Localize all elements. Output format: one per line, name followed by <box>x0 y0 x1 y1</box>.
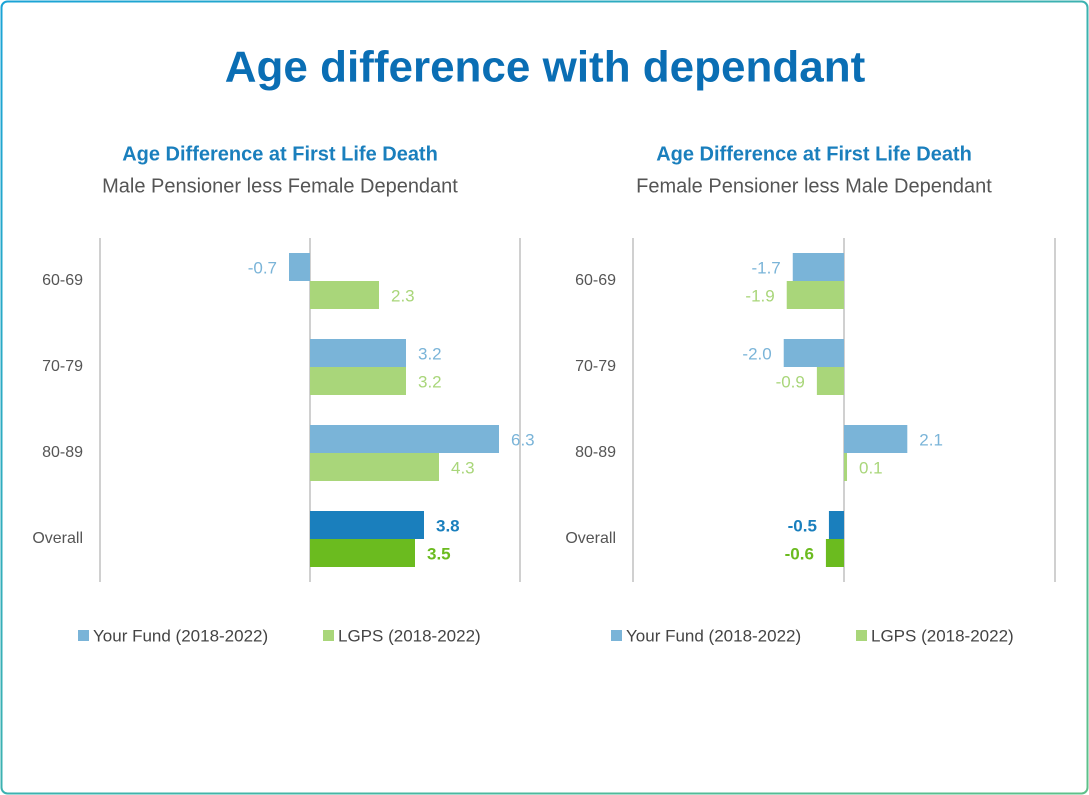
bar <box>816 367 844 395</box>
legend-swatch <box>78 630 89 641</box>
legend-label: LGPS (2018-2022) <box>338 626 481 645</box>
legend-swatch <box>611 630 622 641</box>
category-label: Overall <box>565 530 616 547</box>
category-label: 70-79 <box>42 358 83 375</box>
legend-label: Your Fund (2018-2022) <box>93 626 268 645</box>
chart-title: Age Difference at First Life Death <box>656 143 972 165</box>
bar <box>310 339 406 367</box>
value-label: 6.3 <box>511 430 535 449</box>
value-label: -0.7 <box>248 258 277 277</box>
value-label: 2.3 <box>391 286 415 305</box>
value-label: -1.9 <box>745 286 774 305</box>
bar <box>825 539 844 567</box>
bar <box>844 425 908 453</box>
bar <box>310 367 406 395</box>
value-label: 3.5 <box>427 544 451 563</box>
value-label: 3.8 <box>436 516 460 535</box>
bar <box>792 253 844 281</box>
chart-title: Age Difference at First Life Death <box>122 143 438 165</box>
legend-label: Your Fund (2018-2022) <box>626 626 801 645</box>
value-label: -0.9 <box>776 372 805 391</box>
value-label: -0.6 <box>785 544 814 563</box>
category-label: 60-69 <box>42 272 83 289</box>
category-label: 60-69 <box>575 272 616 289</box>
chart-subtitle: Male Pensioner less Female Dependant <box>102 175 458 197</box>
bar <box>844 453 848 481</box>
value-label: 3.2 <box>418 344 442 363</box>
bar <box>786 281 844 309</box>
value-label: 2.1 <box>919 430 943 449</box>
legend-label: LGPS (2018-2022) <box>871 626 1014 645</box>
bar <box>783 339 844 367</box>
value-label: 0.1 <box>859 458 883 477</box>
category-label: 80-89 <box>42 444 83 461</box>
value-label: -2.0 <box>742 344 771 363</box>
category-label: Overall <box>32 530 83 547</box>
bar <box>310 281 379 309</box>
page-title: Age difference with dependant <box>225 43 866 92</box>
category-label: 70-79 <box>575 358 616 375</box>
value-label: 4.3 <box>451 458 475 477</box>
legend-swatch <box>856 630 867 641</box>
value-label: 3.2 <box>418 372 442 391</box>
bar <box>310 511 424 539</box>
category-label: 80-89 <box>575 444 616 461</box>
legend-swatch <box>323 630 334 641</box>
value-label: -1.7 <box>751 258 780 277</box>
bar <box>310 425 499 453</box>
chart-subtitle: Female Pensioner less Male Dependant <box>636 175 992 197</box>
bar <box>828 511 844 539</box>
bar <box>310 453 439 481</box>
bar <box>289 253 310 281</box>
value-label: -0.5 <box>788 516 817 535</box>
bar <box>310 539 415 567</box>
